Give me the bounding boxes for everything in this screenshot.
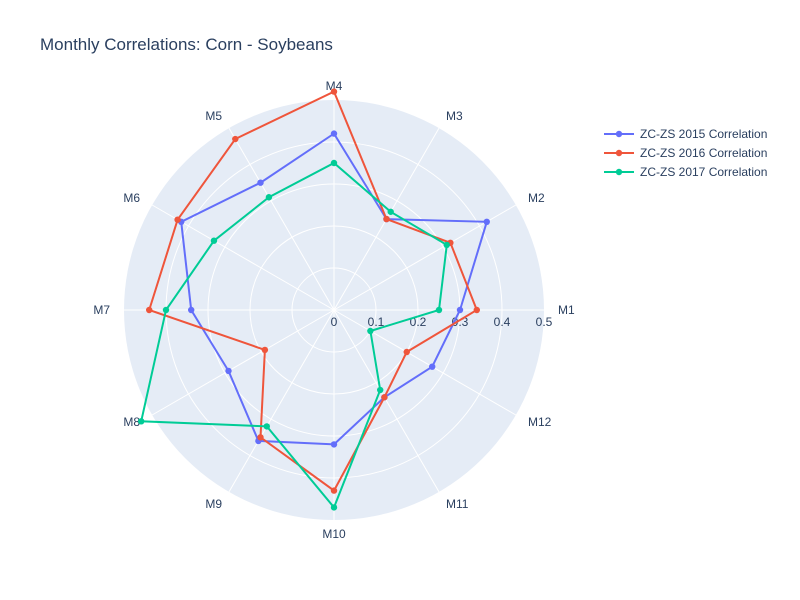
data-point [429,363,436,370]
angular-tick-label: M1 [558,303,575,317]
angular-tick-label: M3 [446,109,463,123]
angular-tick-label: M12 [528,415,552,429]
data-point [188,306,195,314]
angular-tick-label: M4 [326,79,343,93]
data-point [387,208,394,215]
angular-tick-label: M5 [205,109,222,123]
angular-tick-label: M6 [123,191,140,205]
legend-label: ZC-ZS 2016 Correlation [640,146,767,160]
data-point [435,306,443,314]
data-point [330,504,338,511]
data-point [381,394,388,401]
data-point [443,241,450,249]
angular-tick-label: M11 [446,497,469,511]
legend-swatch-marker [615,149,623,157]
data-point [330,441,338,448]
radial-tick-label: 0.4 [494,315,511,329]
angular-axis-labels: M1 M2 M3 M4 M5 M6 M7 M8 M9 M10 M11 M12 [93,79,575,541]
data-point [263,423,270,430]
grid-spoke [333,309,440,493]
angular-tick-label: M9 [205,497,222,511]
angular-tick-label: M2 [528,191,545,205]
data-point [456,306,464,314]
legend-item[interactable]: ZC-ZS 2017 Correlation [604,165,767,179]
data-point [473,306,480,314]
grid-spoke [151,309,335,416]
legend-label: ZC-ZS 2015 Correlation [640,127,767,141]
legend-swatch-marker [615,130,623,138]
angular-tick-label: M7 [93,303,110,317]
legend-item[interactable]: ZC-ZS 2015 Correlation [604,127,767,141]
legend-label: ZC-ZS 2017 Correlation [640,165,767,179]
data-point [138,418,145,425]
data-point [232,135,239,143]
grid-spoke [228,127,335,311]
series-2 [146,88,480,494]
radial-axis-labels: 0 0.1 0.2 0.3 0.4 0.5 [331,315,553,329]
data-point [257,179,264,186]
data-point [210,237,218,244]
data-point [225,367,232,375]
angular-tick-label: M8 [123,415,140,429]
data-point [377,386,384,394]
legend-swatch-marker [615,168,623,176]
grid-spoke [228,309,335,493]
data-point [330,487,338,494]
series-3 [138,159,450,511]
data-point [330,130,338,137]
data-point [146,306,153,314]
radial-tick-label: 0.5 [536,315,553,329]
data-point [261,346,269,354]
data-point [174,216,181,223]
angular-tick-label: M10 [322,527,346,541]
data-point [330,159,338,167]
data-point [330,88,338,95]
data-point [257,434,264,441]
data-point [367,327,374,335]
data-point [162,306,170,314]
data-point [483,218,490,225]
grid-spoke [333,309,517,416]
radial-tick-label: 0.1 [368,315,385,329]
data-point [403,348,410,356]
data-point [383,215,390,223]
legend-item[interactable]: ZC-ZS 2016 Correlation [604,146,767,160]
data-point [265,194,273,201]
legend: ZC-ZS 2015 Correlation ZC-ZS 2016 Correla… [604,127,767,179]
series-layer [138,88,490,511]
radial-tick-label: 0 [331,315,338,329]
chart-title: Monthly Correlations: Corn - Soybeans [40,35,333,54]
